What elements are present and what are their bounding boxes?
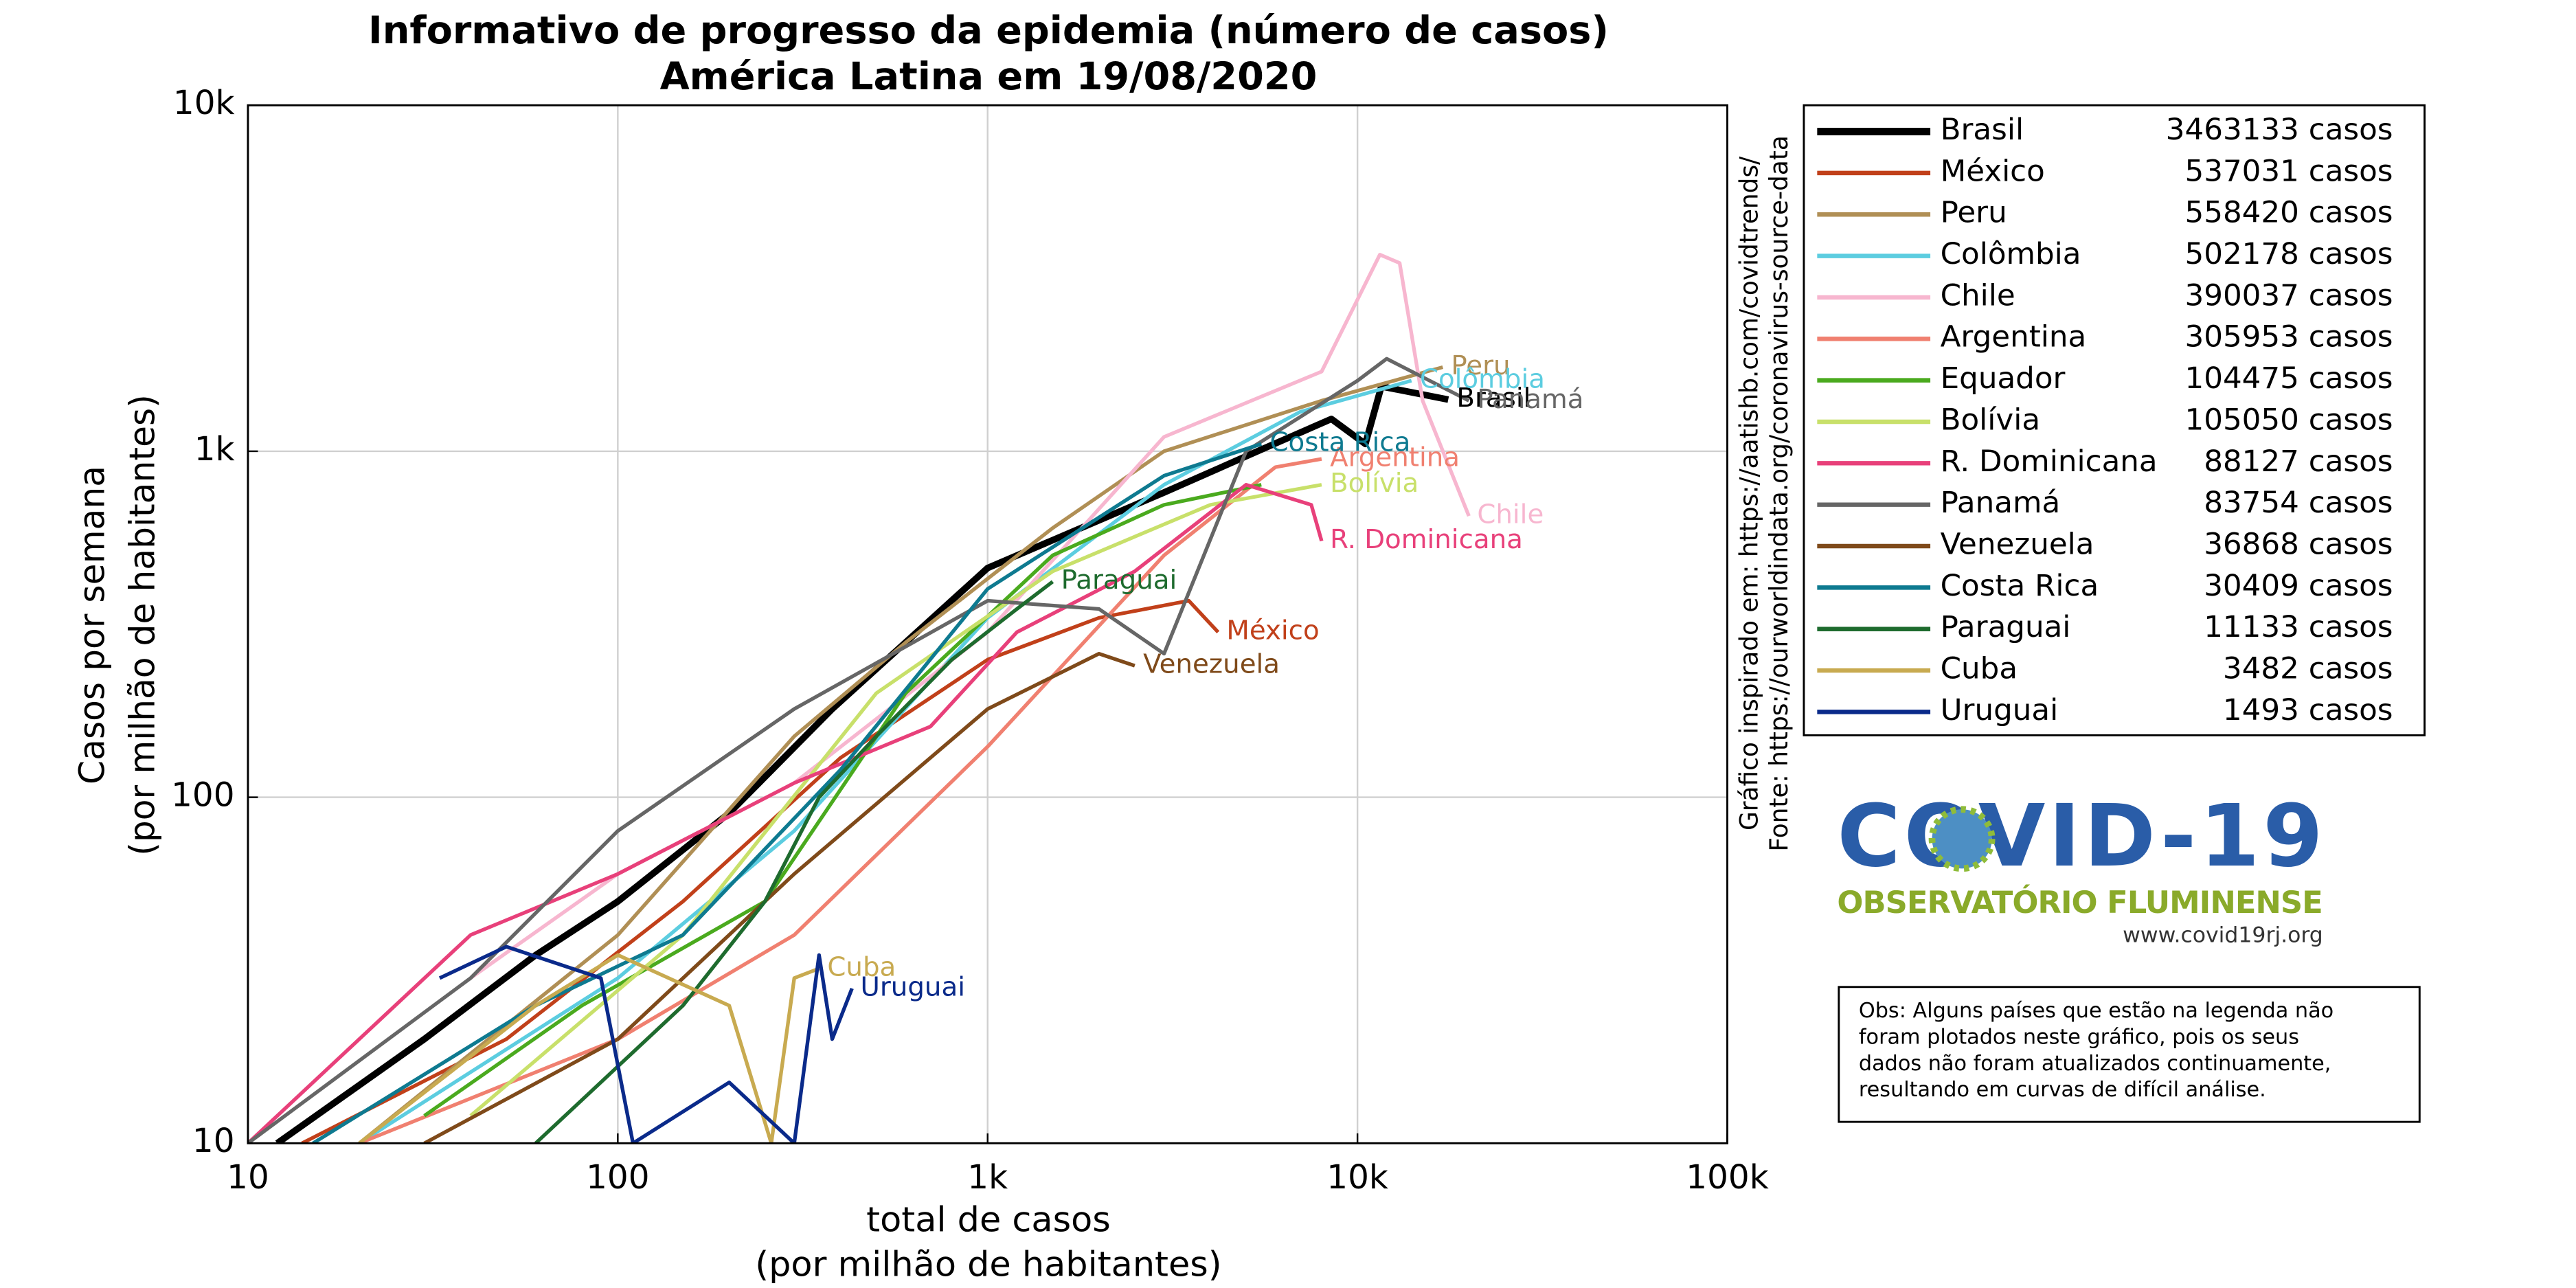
- legend-label: Paraguai: [1941, 610, 2071, 644]
- series-line: [358, 365, 1444, 1144]
- series-end-label: Costa Rica: [1269, 427, 1410, 458]
- series-line: [534, 580, 1054, 1144]
- legend-label: Panamá: [1941, 486, 2061, 520]
- legend-label: México: [1941, 155, 2045, 189]
- x-axis-label: (por milhão de habitantes): [755, 1244, 1221, 1285]
- series-line: [423, 651, 1136, 1144]
- legend: Brasil 3463133 casos México 537031 casos Per…: [1817, 113, 2393, 727]
- logo-subtitle: OBSERVATÓRIO FLUMINENSE: [1837, 884, 2323, 920]
- legend-label: Uruguai: [1941, 693, 2059, 727]
- logo-title: COVID-19: [1837, 787, 2323, 886]
- legend-total: 11133 casos: [2204, 610, 2393, 644]
- legend-total: 558420 casos: [2184, 196, 2393, 230]
- credit-text: Fonte: https://ourworldindata.org/corona…: [1764, 135, 1794, 852]
- series-end-label: Brasil: [1456, 383, 1530, 414]
- series-end-label: Chile: [1477, 499, 1544, 530]
- legend-total: 3463133 casos: [2166, 113, 2393, 147]
- legend-label: Peru: [1941, 196, 2007, 230]
- legend-label: Venezuela: [1941, 528, 2094, 562]
- note-text: foram plotados neste gráfico, pois os se…: [1859, 1026, 2299, 1050]
- legend-label: Costa Rica: [1941, 569, 2099, 603]
- legend-label: Colômbia: [1941, 237, 2081, 271]
- y-tick-label: 100: [171, 776, 234, 815]
- legend-label: R. Dominicana: [1941, 444, 2158, 479]
- y-tick-label: 1k: [194, 430, 235, 468]
- series-end-label: Uruguai: [861, 972, 965, 1003]
- x-tick-label: 100: [586, 1158, 649, 1197]
- y-axis-label: Casos por semana: [71, 466, 112, 784]
- chart-title: Informativo de progresso da epidemia (nú…: [368, 9, 1609, 53]
- series-lines: [247, 253, 1471, 1144]
- legend-total: 30409 casos: [2204, 569, 2393, 603]
- y-axis-label: (por milhão de habitantes): [122, 394, 162, 856]
- legend-total: 390037 casos: [2184, 279, 2393, 313]
- legend-total: 36868 casos: [2204, 528, 2393, 562]
- chart-subtitle: América Latina em 19/08/2020: [660, 55, 1318, 99]
- series-line: [438, 945, 854, 1144]
- legend-label: Argentina: [1941, 320, 2087, 354]
- legend-label: Brasil: [1941, 113, 2024, 147]
- legend-label: Cuba: [1941, 652, 2018, 686]
- note-text: dados não foram atualizados continuament…: [1859, 1052, 2331, 1076]
- legend-total: 105050 casos: [2184, 403, 2393, 438]
- legend-label: Equador: [1941, 361, 2066, 396]
- virus-icon: [1928, 806, 1996, 872]
- series-end-label: Colômbia: [1420, 364, 1545, 395]
- plot-frame: [247, 104, 1728, 1144]
- series-end-label: Paraguai: [1061, 565, 1177, 596]
- credit-text: Gráfico inspirado em: https://aatishb.co…: [1734, 156, 1763, 831]
- note-text: resultando em curvas de difícil análise.: [1859, 1078, 2266, 1102]
- note-box: [1838, 986, 2421, 1123]
- series-end-label: Venezuela: [1143, 649, 1280, 680]
- logo: COVID-19 OBSERVATÓRIO FLUMINENSE www.cov…: [1837, 787, 2323, 948]
- legend-label: Chile: [1941, 279, 2015, 313]
- legend-total: 88127 casos: [2204, 444, 2393, 479]
- series-end-label: Panamá: [1477, 384, 1583, 415]
- legend-total: 104475 casos: [2184, 361, 2393, 396]
- series-end-label: Cuba: [827, 951, 896, 982]
- x-tick-label: 10: [227, 1158, 269, 1197]
- series-line: [358, 953, 820, 1144]
- series-end-label: Bolívia: [1330, 468, 1419, 499]
- x-axis-label: total de casos: [866, 1199, 1111, 1240]
- legend-total: 3482 casos: [2223, 652, 2393, 686]
- legend-total: 537031 casos: [2184, 155, 2393, 189]
- series-end-label: México: [1226, 615, 1319, 646]
- x-tick-label: 10k: [1326, 1158, 1388, 1197]
- legend-total: 1493 casos: [2223, 693, 2393, 727]
- legend-total: 83754 casos: [2204, 486, 2393, 520]
- legend-label: Bolívia: [1941, 403, 2040, 438]
- y-tick-label: 10: [192, 1122, 235, 1160]
- legend-total: 305953 casos: [2184, 320, 2393, 354]
- series-line: [423, 483, 1262, 1118]
- series-end-label: R. Dominicana: [1330, 524, 1523, 555]
- series-line: [301, 598, 1220, 1144]
- series-end-label: Argentina: [1330, 442, 1460, 473]
- series-line: [247, 357, 1470, 1144]
- logo-url: www.covid19rj.org: [2123, 923, 2323, 948]
- x-tick-label: 1k: [967, 1158, 1008, 1197]
- note-text: Obs: Alguns países que estão na legenda …: [1859, 999, 2334, 1023]
- y-tick-label: 10k: [173, 84, 235, 122]
- series-end-label: Peru: [1451, 350, 1510, 381]
- legend-total: 502178 casos: [2184, 237, 2393, 271]
- series-line: [469, 483, 1322, 1118]
- x-tick-label: 100k: [1686, 1158, 1769, 1197]
